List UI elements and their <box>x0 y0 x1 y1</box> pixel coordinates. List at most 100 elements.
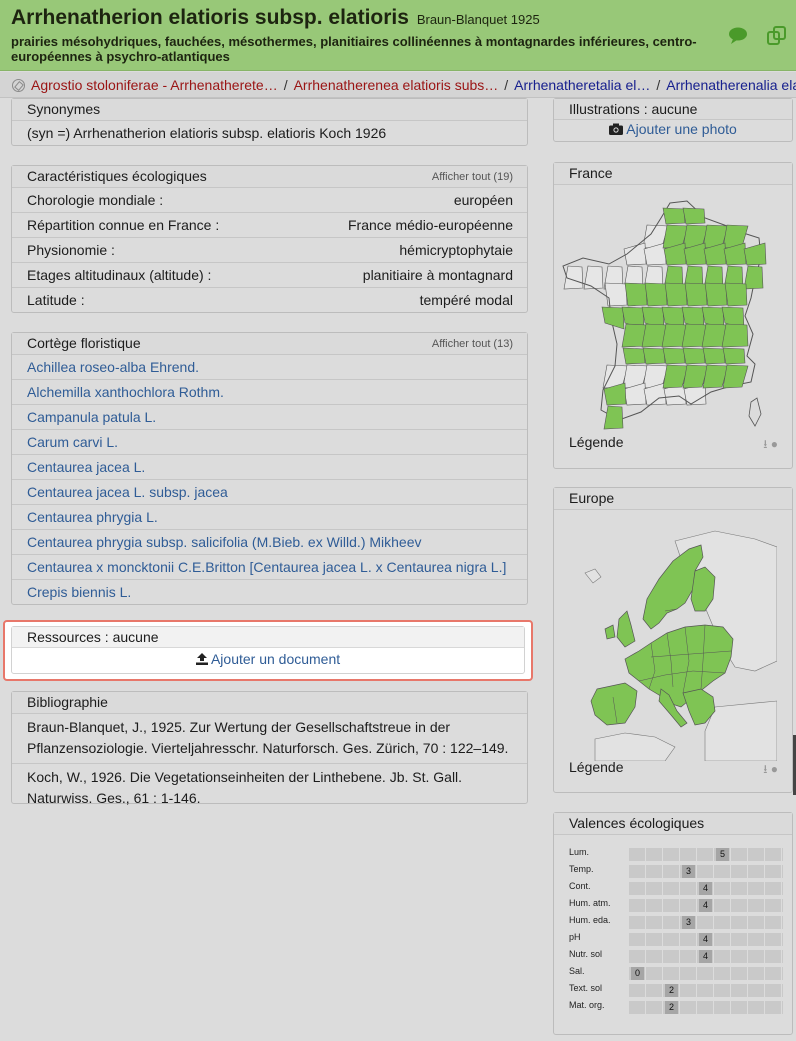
breadcrumb-link[interactable]: Arrhenatherenea elatioris subs… <box>293 77 499 93</box>
species-link[interactable]: Crepis biennis L. <box>27 584 132 600</box>
valence-row: Lum. 5 <box>569 847 783 862</box>
cortege-heading: Cortège floristique Afficher tout (13) <box>12 333 527 355</box>
valence-label: Hum. eda. <box>569 915 611 925</box>
department-present <box>743 265 764 290</box>
cortege-title: Cortège floristique <box>27 335 141 351</box>
valence-row: Nutr. sol 4 <box>569 949 783 964</box>
page-header: Arrhenatherion elatioris subsp. elatiori… <box>0 0 796 71</box>
synonymes-panel: Synonymes (syn =) Arrhenatherion elatior… <box>11 98 528 146</box>
ressources-heading: Ressources : aucune <box>12 627 524 648</box>
valence-value: 4 <box>699 882 712 895</box>
breadcrumb-link[interactable]: Agrostio stoloniferae - Arrhenatherete… <box>31 77 278 93</box>
illustrations-panel: Illustrations : aucune Ajouter une photo <box>553 98 793 142</box>
department-present <box>662 207 686 225</box>
valence-track: 3 <box>629 865 783 878</box>
valence-value: 0 <box>631 967 644 980</box>
species-link[interactable]: Carum carvi L. <box>27 434 119 450</box>
comment-icon[interactable] <box>727 26 749 46</box>
scrollbar[interactable] <box>793 735 796 795</box>
caracteristiques-panel: Caractéristiques écologiques Afficher to… <box>11 165 528 313</box>
department-present <box>603 382 627 406</box>
breadcrumb-separator: / <box>283 77 288 93</box>
breadcrumb-link[interactable]: Arrhenatherenalia ela… <box>666 77 796 93</box>
caracteristiques-show-all[interactable]: Afficher tout (19) <box>431 171 513 183</box>
valence-value: 3 <box>682 916 695 929</box>
reference-item: Braun-Blanquet, J., 1925. Zur Wertung de… <box>12 714 527 764</box>
valence-label: pH <box>569 932 581 942</box>
species-link[interactable]: Achillea roseo-alba Ehrend. <box>27 359 199 375</box>
species-link[interactable]: Centaurea x moncktonii C.E.Britton [Cent… <box>27 559 507 575</box>
valence-value: 4 <box>699 950 712 963</box>
cortege-panel: Cortège floristique Afficher tout (13) A… <box>11 332 528 605</box>
download-icon[interactable]: ⭳ <box>763 762 768 776</box>
europe-map-tools: ⭳ ● <box>763 760 778 781</box>
europe-map-legend[interactable]: Légende <box>569 759 624 775</box>
species-row: Alchemilla xanthochlora Rothm. <box>12 380 527 405</box>
species-link[interactable]: Centaurea phrygia L. <box>27 509 158 525</box>
department-present <box>724 282 748 307</box>
comment-icon[interactable]: ● <box>770 762 778 776</box>
copy-icon[interactable] <box>766 26 788 46</box>
add-photo-label: Ajouter une photo <box>626 121 737 137</box>
department <box>604 282 628 307</box>
department-present <box>624 282 648 307</box>
valence-row: Text. sol 2 <box>569 983 783 998</box>
breadcrumb-separator: / <box>656 77 661 93</box>
species-link[interactable]: Centaurea jacea L. <box>27 459 146 475</box>
europe-map[interactable] <box>555 511 777 761</box>
ressources-panel: Ressources : aucune Ajouter un document <box>11 626 525 674</box>
illustrations-heading: Illustrations : aucune <box>554 99 792 120</box>
department-present <box>682 207 706 225</box>
add-photo-button[interactable]: Ajouter une photo <box>609 121 737 137</box>
europe-map-heading: Europe <box>554 488 792 510</box>
caracteristique-value: européen <box>453 192 513 208</box>
caracteristique-row: Répartition connue en France : France méd… <box>12 213 527 238</box>
valence-label: Text. sol <box>569 983 603 993</box>
department-present <box>743 242 767 266</box>
valence-track: 3 <box>629 916 783 929</box>
illustrations-body: Ajouter une photo <box>554 120 792 137</box>
species-row: Carum carvi L. <box>12 430 527 455</box>
valence-track: 4 <box>629 950 783 963</box>
department-present <box>704 282 728 307</box>
page-subtitle: prairies mésohydriques, fauchées, mésoth… <box>11 34 697 64</box>
department-present <box>644 282 668 307</box>
valence-row: Temp. 3 <box>569 864 783 879</box>
caracteristique-row: Chorologie mondiale : européen <box>12 188 527 213</box>
add-document-button[interactable]: Ajouter un document <box>195 651 341 667</box>
valence-value: 3 <box>682 865 695 878</box>
synonyme-text: (syn =) Arrhenatherion elatioris subsp. … <box>27 125 387 141</box>
valence-track: 2 <box>629 1001 783 1014</box>
cortege-show-all[interactable]: Afficher tout (13) <box>431 338 513 350</box>
download-icon[interactable]: ⭳ <box>763 437 768 451</box>
species-link[interactable]: Campanula patula L. <box>27 409 157 425</box>
valence-row: Cont. 4 <box>569 881 783 896</box>
species-link[interactable]: Centaurea phrygia subsp. salicifolia (M.… <box>27 534 422 550</box>
valence-label: Sal. <box>569 966 585 976</box>
compass-icon <box>12 79 25 92</box>
department <box>563 265 584 290</box>
valences-panel: Valences écologiques Lum. 5 Temp. 3 Cont. 4 Hu… <box>553 812 793 1035</box>
france-map-panel: France Légende ⭳ ● <box>553 162 793 469</box>
caracteristique-value: planitiaire à montagnard <box>362 267 513 283</box>
caracteristiques-title: Caractéristiques écologiques <box>27 168 207 184</box>
department-present <box>642 347 666 365</box>
valence-label: Hum. atm. <box>569 898 611 908</box>
comment-icon[interactable]: ● <box>770 437 778 451</box>
species-row: Centaurea jacea L. subsp. jacea <box>12 480 527 505</box>
caracteristique-label: Etages altitudinaux (altitude) : <box>27 267 212 283</box>
department-present <box>722 364 749 389</box>
camera-icon <box>609 123 624 135</box>
department-present <box>721 323 749 348</box>
caracteristique-label: Physionomie : <box>27 242 115 258</box>
synonymes-heading: Synonymes <box>12 99 527 121</box>
add-document-label: Ajouter un document <box>210 651 341 667</box>
species-link[interactable]: Centaurea jacea L. subsp. jacea <box>27 484 228 500</box>
breadcrumb-link[interactable]: Arrhenatheretalia el… <box>514 77 651 93</box>
caracteristique-value: France médio-européenne <box>348 217 513 233</box>
france-map[interactable] <box>555 186 777 436</box>
valence-value: 4 <box>699 899 712 912</box>
species-link[interactable]: Alchemilla xanthochlora Rothm. <box>27 384 224 400</box>
breadcrumb-items: Agrostio stoloniferae - Arrhenatherete… /… <box>31 77 796 93</box>
france-map-legend[interactable]: Légende <box>569 434 624 450</box>
